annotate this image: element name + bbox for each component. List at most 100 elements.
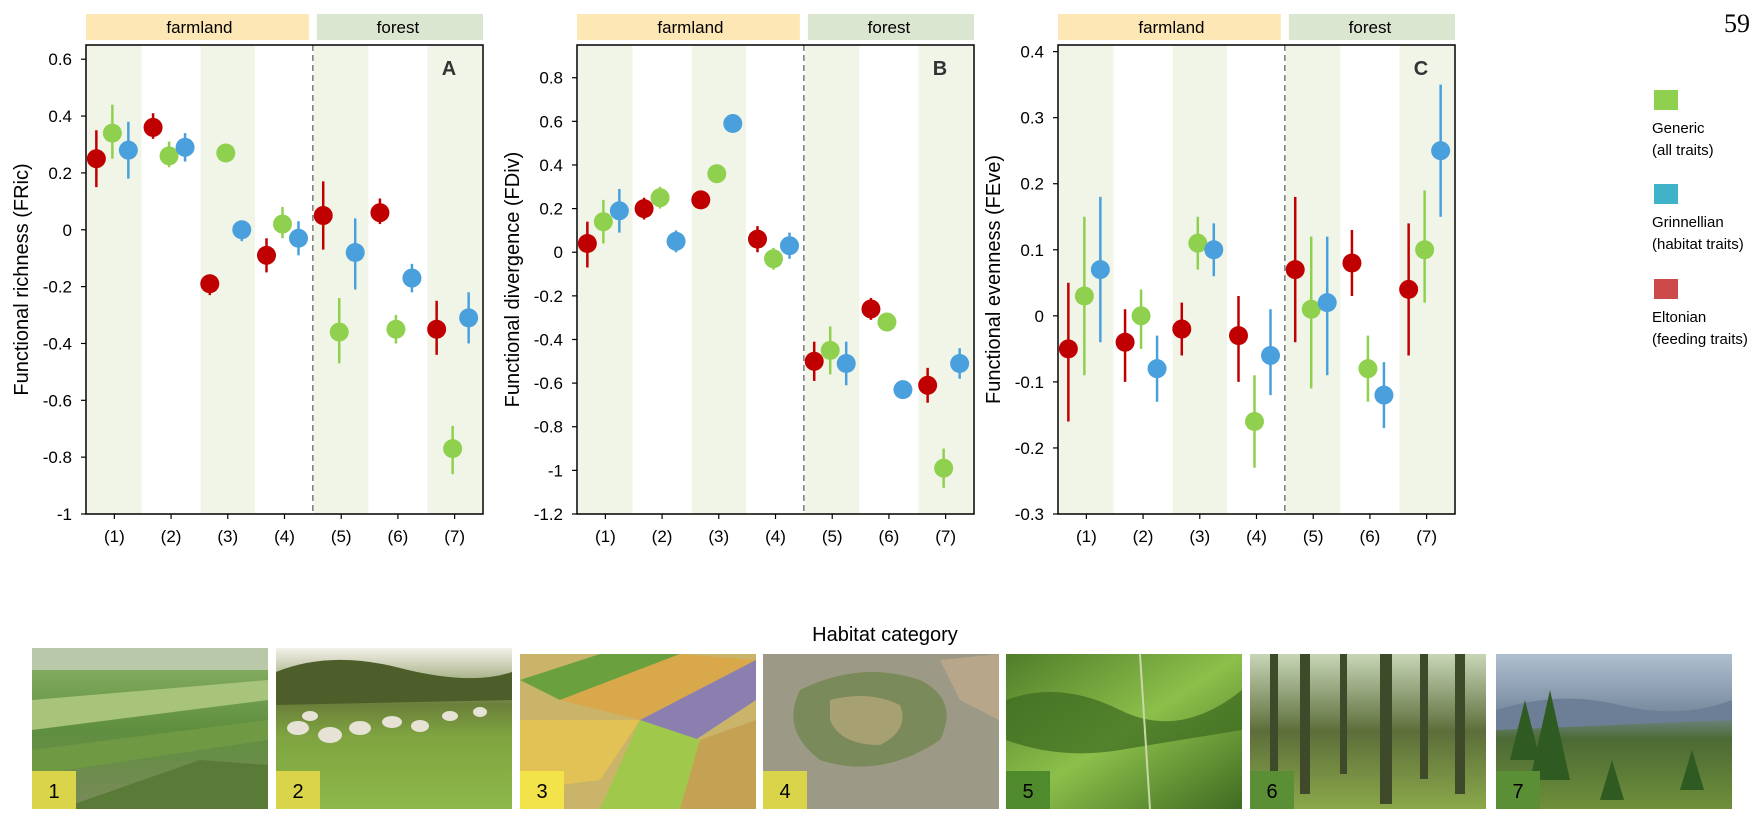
data-point-eltonian bbox=[143, 117, 163, 137]
data-point-eltonian bbox=[200, 274, 220, 294]
category-shade-7 bbox=[427, 45, 482, 514]
y-tick-label: -0.2 bbox=[534, 287, 563, 306]
photo-number-1: 1 bbox=[48, 781, 59, 803]
category-shade-1 bbox=[87, 45, 142, 514]
legend-label-generic: Generic bbox=[1652, 120, 1705, 137]
legend-label-eltonian: Eltonian bbox=[1652, 309, 1706, 326]
y-tick-label: 0.8 bbox=[539, 69, 563, 88]
farmland-header-box bbox=[577, 14, 800, 40]
data-point-generic bbox=[1301, 299, 1321, 319]
y-tick-label: 0 bbox=[554, 243, 563, 262]
data-point-eltonian bbox=[370, 203, 390, 223]
data-point-generic bbox=[764, 249, 783, 269]
plot-frame bbox=[1057, 44, 1456, 515]
legend: Generic (all traits) Grinnellian (habita… bbox=[1652, 90, 1748, 348]
data-point-generic bbox=[1131, 306, 1151, 326]
data-point-grinnellian bbox=[609, 201, 629, 221]
data-point-grinnellian bbox=[345, 242, 365, 262]
x-tick-label: (3) bbox=[217, 527, 238, 546]
data-point-generic bbox=[329, 322, 349, 342]
chart-panel-c: farmland forest -0.3 -0.2 -0.1 0 0.1 0.2 0.3 0.4 (… bbox=[983, 14, 1456, 546]
legend-sublabel-generic: (all traits) bbox=[1652, 142, 1714, 159]
photo-number-7: 7 bbox=[1512, 781, 1523, 803]
data-point-grinnellian bbox=[1147, 359, 1167, 379]
y-axis-title: Functional divergence (FDiv) bbox=[502, 152, 524, 408]
data-point-grinnellian bbox=[1431, 141, 1451, 161]
farmland-header-label: farmland bbox=[657, 18, 723, 37]
data-point-generic bbox=[102, 123, 122, 143]
data-point-generic bbox=[934, 458, 954, 478]
x-tick-label: (1) bbox=[595, 527, 616, 546]
x-tick-label: (2) bbox=[652, 527, 673, 546]
plot-frame bbox=[85, 44, 484, 515]
data-point-generic bbox=[1358, 359, 1378, 379]
y-tick-label: -1 bbox=[57, 505, 72, 524]
data-point-grinnellian bbox=[1261, 345, 1280, 365]
data-point-grinnellian bbox=[459, 308, 479, 328]
x-tick-label: (2) bbox=[161, 527, 182, 546]
x-tick-label: (7) bbox=[935, 527, 956, 546]
y-tick-label: 0.4 bbox=[1020, 43, 1044, 62]
data-point-eltonian bbox=[1229, 326, 1248, 346]
y-tick-label: -0.3 bbox=[1015, 505, 1044, 524]
x-tick-label: (7) bbox=[1416, 527, 1437, 546]
data-point-eltonian bbox=[1399, 279, 1419, 299]
photo-number-6: 6 bbox=[1266, 781, 1277, 803]
data-point-grinnellian bbox=[780, 236, 799, 256]
data-point-generic bbox=[216, 143, 236, 163]
data-point-generic bbox=[1188, 233, 1208, 253]
y-tick-label: -0.2 bbox=[1015, 439, 1044, 458]
farmland-landscape-photo: 1 bbox=[32, 648, 268, 809]
data-point-generic bbox=[443, 439, 463, 459]
y-tick-label: -0.4 bbox=[43, 334, 72, 353]
category-shade-1 bbox=[1059, 45, 1114, 514]
x-tick-label: (3) bbox=[1189, 527, 1210, 546]
category-shade-3 bbox=[1172, 45, 1228, 514]
data-point-grinnellian bbox=[232, 220, 252, 240]
forest-header-box bbox=[807, 14, 974, 40]
category-shade-7 bbox=[918, 45, 973, 514]
data-point-eltonian bbox=[1342, 253, 1362, 273]
plot-frame bbox=[576, 44, 975, 515]
photo-number-4: 4 bbox=[779, 781, 790, 803]
shared-x-axis-label: Habitat category bbox=[812, 624, 958, 646]
legend-swatch-generic bbox=[1654, 90, 1678, 110]
y-tick-label: 0 bbox=[1035, 307, 1044, 326]
farmland-header-label: farmland bbox=[166, 18, 232, 37]
data-point-generic bbox=[1074, 286, 1094, 306]
y-tick-label: 0.4 bbox=[539, 156, 563, 175]
legend-swatch-eltonian bbox=[1654, 279, 1678, 299]
data-point-eltonian bbox=[804, 351, 824, 371]
x-tick-label: (4) bbox=[274, 527, 295, 546]
y-tick-label: 0 bbox=[63, 221, 72, 240]
farmland-header-box bbox=[1058, 14, 1281, 40]
conifer-forest-photo: 7 bbox=[1496, 654, 1732, 809]
data-point-generic bbox=[593, 212, 613, 232]
data-point-generic bbox=[877, 312, 897, 332]
y-tick-label: 0.6 bbox=[539, 112, 563, 131]
data-point-generic bbox=[273, 214, 292, 234]
x-tick-label: (2) bbox=[1133, 527, 1154, 546]
x-tick-label: (4) bbox=[765, 527, 786, 546]
photo-number-2: 2 bbox=[292, 781, 303, 803]
legend-sublabel-eltonian: (feeding traits) bbox=[1652, 331, 1748, 348]
x-tick-label: (6) bbox=[1360, 527, 1381, 546]
y-tick-label: -0.8 bbox=[534, 418, 563, 437]
farmland-header-box bbox=[86, 14, 309, 40]
forest-aerial-photo: 5 bbox=[1006, 653, 1242, 810]
data-point-eltonian bbox=[634, 199, 654, 219]
category-shade-1 bbox=[578, 45, 633, 514]
data-point-grinnellian bbox=[118, 140, 138, 160]
data-point-grinnellian bbox=[1204, 240, 1224, 260]
data-point-generic bbox=[650, 188, 670, 208]
data-point-eltonian bbox=[86, 149, 106, 169]
y-axis-title: Functional richness (FRic) bbox=[11, 163, 33, 395]
y-tick-label: -1.2 bbox=[534, 505, 563, 524]
data-point-eltonian bbox=[577, 234, 597, 254]
data-point-eltonian bbox=[313, 206, 333, 226]
x-tick-label: (1) bbox=[104, 527, 125, 546]
data-point-eltonian bbox=[1172, 319, 1192, 339]
panel-letter: B bbox=[933, 58, 947, 80]
panel-letter: C bbox=[1414, 58, 1428, 80]
forest-header-label: forest bbox=[868, 18, 911, 37]
